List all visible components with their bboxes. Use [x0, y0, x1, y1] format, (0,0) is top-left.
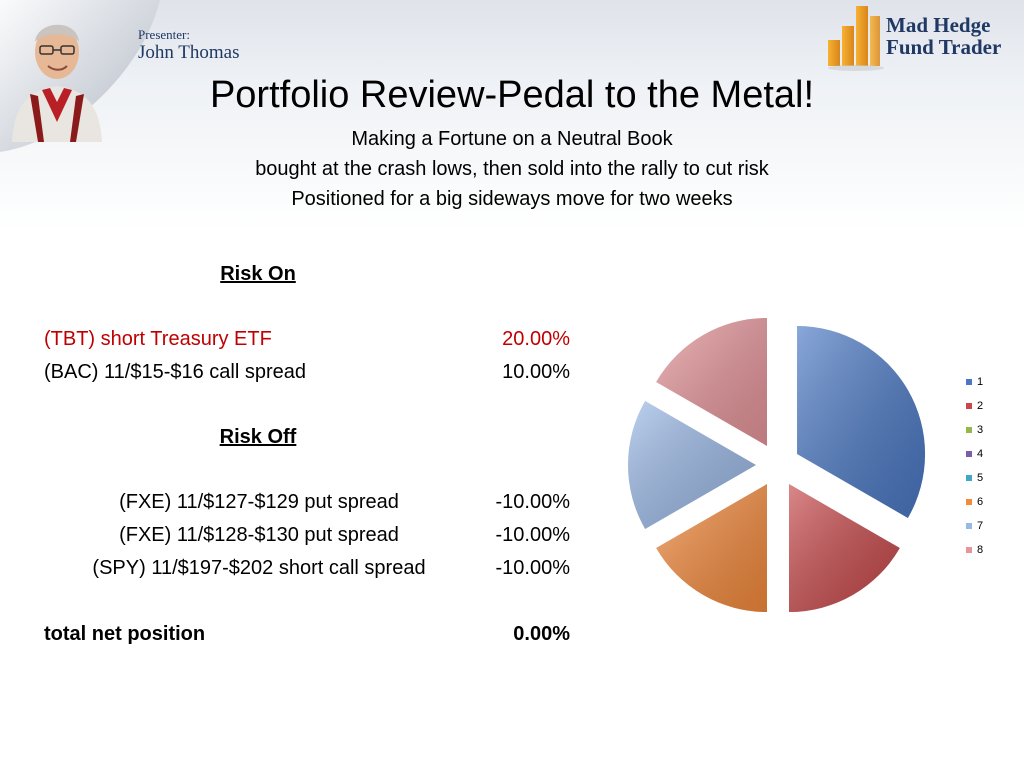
- risk-off-row-3-label: (SPY) 11/$197-$202 short call spread: [92, 557, 426, 579]
- logo-text: Mad Hedge Fund Trader: [886, 14, 1001, 58]
- subtitle-line-2: bought at the crash lows, then sold into…: [255, 158, 769, 180]
- subtitle-line-3: Positioned for a big sideways move for t…: [291, 188, 733, 210]
- logo-line-2: Fund Trader: [886, 35, 1002, 59]
- legend-item-2: 2: [966, 394, 983, 418]
- risk-on-header: Risk On: [220, 263, 296, 285]
- legend-swatch: [966, 379, 972, 385]
- logo-line-1: Mad Hedge: [886, 13, 991, 37]
- subtitle-block: Making a Fortune on a Neutral Book bough…: [0, 124, 1024, 214]
- risk-on-row-2-label: (BAC) 11/$15-$16 call spread: [44, 361, 306, 383]
- slide-title: Portfolio Review-Pedal to the Metal!: [209, 74, 815, 116]
- risk-off-row-1-value: -10.00%: [495, 491, 571, 513]
- legend-swatch: [966, 403, 972, 409]
- risk-on-row-1-label: (TBT) short Treasury ETF: [44, 328, 272, 350]
- risk-off-row-1-label: (FXE) 11/$127-$129 put spread: [119, 491, 399, 513]
- legend-label: 7: [977, 520, 984, 532]
- legend-item-7: 7: [966, 514, 983, 538]
- legend-label: 1: [977, 376, 984, 388]
- legend-label: 4: [977, 448, 984, 460]
- risk-off-row-3-value: -10.00%: [495, 557, 571, 579]
- total-value: 0.00%: [513, 623, 570, 645]
- presenter-label: Presenter:: [138, 27, 190, 42]
- pie-chart: [628, 317, 926, 613]
- legend-label: 6: [977, 496, 984, 508]
- positions-table: Risk On (TBT) short Treasury ETF 20.00% …: [44, 263, 571, 645]
- chart-legend: 1 2 3 4 5 6 7 8: [966, 370, 983, 562]
- legend-swatch: [966, 451, 972, 457]
- risk-on-row-2-value: 10.00%: [502, 361, 570, 383]
- pie-slice-shade-8: [656, 317, 767, 446]
- pie-slice-shade-6: [656, 484, 767, 613]
- risk-off-row-2-label: (FXE) 11/$128-$130 put spread: [119, 524, 399, 546]
- legend-label: 3: [977, 424, 984, 436]
- legend-swatch: [966, 475, 972, 481]
- legend-swatch: [966, 499, 972, 505]
- subtitle-line-1: Making a Fortune on a Neutral Book: [351, 128, 673, 150]
- legend-label: 2: [977, 400, 984, 412]
- presenter-block: Presenter: John Thomas: [138, 28, 240, 62]
- pie-slice-shade-7: [628, 401, 756, 529]
- pie-slice-shade-1: [797, 326, 926, 518]
- risk-off-row-2-value: -10.00%: [495, 524, 571, 546]
- legend-item-8: 8: [966, 538, 983, 562]
- presenter-name: John Thomas: [138, 42, 240, 63]
- risk-off-header: Risk Off: [219, 426, 297, 448]
- legend-swatch: [966, 427, 972, 433]
- legend-item-6: 6: [966, 490, 983, 514]
- avatar: [12, 24, 102, 142]
- legend-item-1: 1: [966, 370, 983, 394]
- legend-swatch: [966, 523, 972, 529]
- legend-swatch: [966, 547, 972, 553]
- logo-bars-icon: [828, 6, 884, 71]
- total-label: total net position: [44, 623, 206, 645]
- pie-slice-shade-2: [789, 484, 900, 613]
- legend-label: 8: [977, 544, 984, 556]
- legend-item-4: 4: [966, 442, 983, 466]
- legend-label: 5: [977, 472, 984, 484]
- legend-item-3: 3: [966, 418, 983, 442]
- risk-on-row-1-value: 20.00%: [502, 328, 570, 350]
- legend-item-5: 5: [966, 466, 983, 490]
